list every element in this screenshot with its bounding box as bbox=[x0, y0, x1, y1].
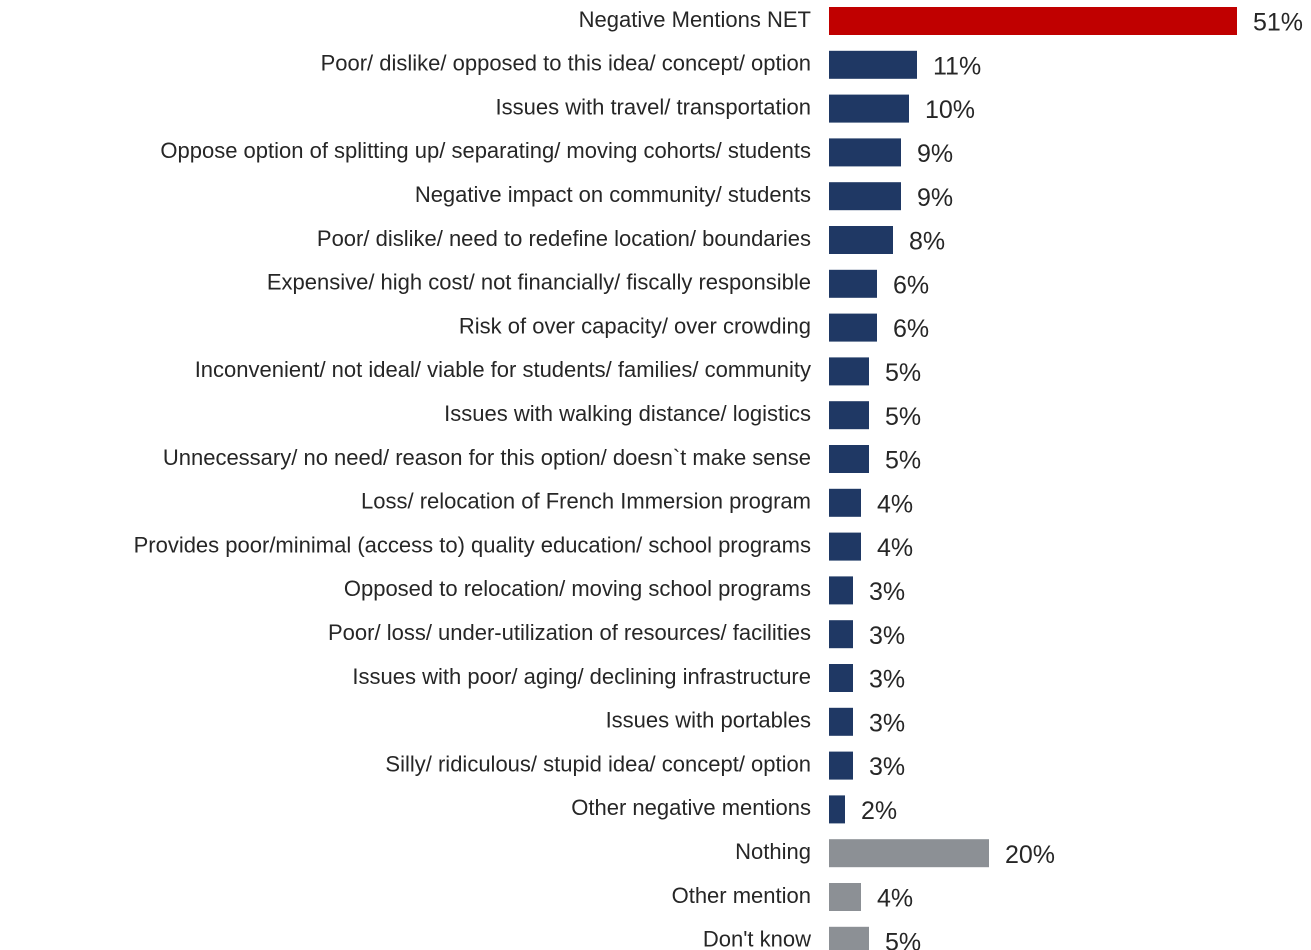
category-label: Issues with walking distance/ logistics bbox=[444, 401, 811, 426]
bar bbox=[829, 7, 1237, 35]
value-label: 4% bbox=[877, 534, 913, 562]
category-label: Inconvenient/ not ideal/ viable for stud… bbox=[195, 357, 811, 382]
bar bbox=[829, 226, 893, 254]
category-label: Opposed to relocation/ moving school pro… bbox=[344, 576, 811, 601]
category-label: Issues with travel/ transportation bbox=[496, 94, 811, 119]
bar bbox=[829, 94, 909, 123]
category-label: Oppose option of splitting up/ separatin… bbox=[160, 138, 811, 163]
bar-row: Issues with walking distance/ logistics 5… bbox=[444, 401, 921, 431]
value-label: 9% bbox=[917, 184, 953, 212]
bar bbox=[829, 138, 901, 167]
category-label: Negative Mentions NET bbox=[579, 7, 811, 32]
category-label: Negative impact on community/ students bbox=[415, 182, 811, 207]
bar bbox=[829, 707, 853, 736]
bar bbox=[829, 488, 861, 517]
bar-row: Issues with travel/ transportation 10% bbox=[496, 94, 976, 124]
value-label: 11% bbox=[933, 52, 981, 80]
bar-row: Negative Mentions NET 51% bbox=[579, 7, 1303, 37]
bar-row: Unnecessary/ no need/ reason for this op… bbox=[163, 445, 921, 475]
bar-row: Other negative mentions 2% bbox=[571, 795, 897, 825]
value-label: 3% bbox=[869, 622, 905, 650]
bar bbox=[829, 883, 861, 911]
bar bbox=[829, 532, 861, 561]
bar-row: Negative impact on community/ students 9% bbox=[415, 182, 953, 212]
category-label: Issues with poor/ aging/ declining infra… bbox=[352, 664, 811, 689]
value-label: 10% bbox=[925, 96, 975, 124]
value-label: 6% bbox=[893, 315, 929, 343]
category-label: Poor/ loss/ under-utilization of resourc… bbox=[328, 620, 811, 645]
bar bbox=[829, 357, 869, 386]
category-label: Silly/ ridiculous/ stupid idea/ concept/… bbox=[385, 751, 811, 776]
bar bbox=[829, 50, 917, 79]
value-label: 5% bbox=[885, 403, 921, 431]
bar-row: Oppose option of splitting up/ separatin… bbox=[160, 138, 953, 168]
category-label: Loss/ relocation of French Immersion pro… bbox=[361, 489, 811, 514]
value-label: 5% bbox=[885, 359, 921, 387]
bar bbox=[829, 839, 989, 868]
value-label: 2% bbox=[861, 797, 897, 825]
value-label: 3% bbox=[869, 753, 905, 781]
bar-row: Poor/ dislike/ opposed to this idea/ con… bbox=[321, 51, 982, 81]
value-label: 3% bbox=[869, 578, 905, 606]
category-label: Poor/ dislike/ opposed to this idea/ con… bbox=[321, 51, 811, 76]
category-label: Nothing bbox=[735, 839, 811, 864]
bar-row: Don't know 5% bbox=[703, 927, 921, 950]
value-label: 8% bbox=[909, 228, 945, 256]
category-label: Unnecessary/ no need/ reason for this op… bbox=[163, 445, 811, 470]
bar-row: Silly/ ridiculous/ stupid idea/ concept/… bbox=[385, 751, 905, 781]
category-label: Don't know bbox=[703, 927, 811, 950]
value-label: 20% bbox=[1005, 841, 1055, 869]
category-label: Poor/ dislike/ need to redefine location… bbox=[317, 226, 811, 251]
category-label: Expensive/ high cost/ not financially/ f… bbox=[267, 270, 811, 295]
value-label: 3% bbox=[869, 666, 905, 694]
category-label: Issues with portables bbox=[606, 708, 811, 733]
bar bbox=[829, 926, 869, 950]
value-label: 4% bbox=[877, 490, 913, 518]
value-label: 3% bbox=[869, 709, 905, 737]
bar-row: Poor/ loss/ under-utilization of resourc… bbox=[328, 620, 905, 650]
value-label: 5% bbox=[885, 928, 921, 950]
bar bbox=[829, 313, 877, 342]
bar-row: Inconvenient/ not ideal/ viable for stud… bbox=[195, 357, 921, 387]
bar-row: Loss/ relocation of French Immersion pro… bbox=[361, 489, 913, 519]
category-label: Provides poor/minimal (access to) qualit… bbox=[134, 532, 811, 557]
bar-row: Other mention 4% bbox=[672, 883, 914, 913]
bar bbox=[829, 664, 853, 692]
bar-row: Issues with poor/ aging/ declining infra… bbox=[352, 664, 905, 694]
bar bbox=[829, 269, 877, 298]
value-label: 9% bbox=[917, 140, 953, 168]
value-label: 51% bbox=[1253, 9, 1303, 37]
category-label: Risk of over capacity/ over crowding bbox=[459, 313, 811, 338]
bar-row: Risk of over capacity/ over crowding 6% bbox=[459, 313, 929, 343]
bar bbox=[829, 620, 853, 649]
bar bbox=[829, 576, 853, 605]
value-label: 6% bbox=[893, 271, 929, 299]
bar-row: Provides poor/minimal (access to) qualit… bbox=[134, 532, 914, 562]
bar bbox=[829, 401, 869, 430]
bar bbox=[829, 445, 869, 473]
category-label: Other negative mentions bbox=[571, 795, 811, 820]
value-label: 4% bbox=[877, 885, 913, 913]
bar-row: Opposed to relocation/ moving school pro… bbox=[344, 576, 905, 606]
bar bbox=[829, 795, 845, 824]
bar bbox=[829, 751, 853, 780]
category-label: Other mention bbox=[672, 883, 811, 908]
bar-row: Expensive/ high cost/ not financially/ f… bbox=[267, 270, 929, 300]
bar bbox=[829, 182, 901, 211]
bar-row: Poor/ dislike/ need to redefine location… bbox=[317, 226, 945, 256]
value-label: 5% bbox=[885, 447, 921, 475]
bar-row: Nothing 20% bbox=[735, 839, 1055, 869]
bar-row: Issues with portables 3% bbox=[606, 708, 906, 738]
